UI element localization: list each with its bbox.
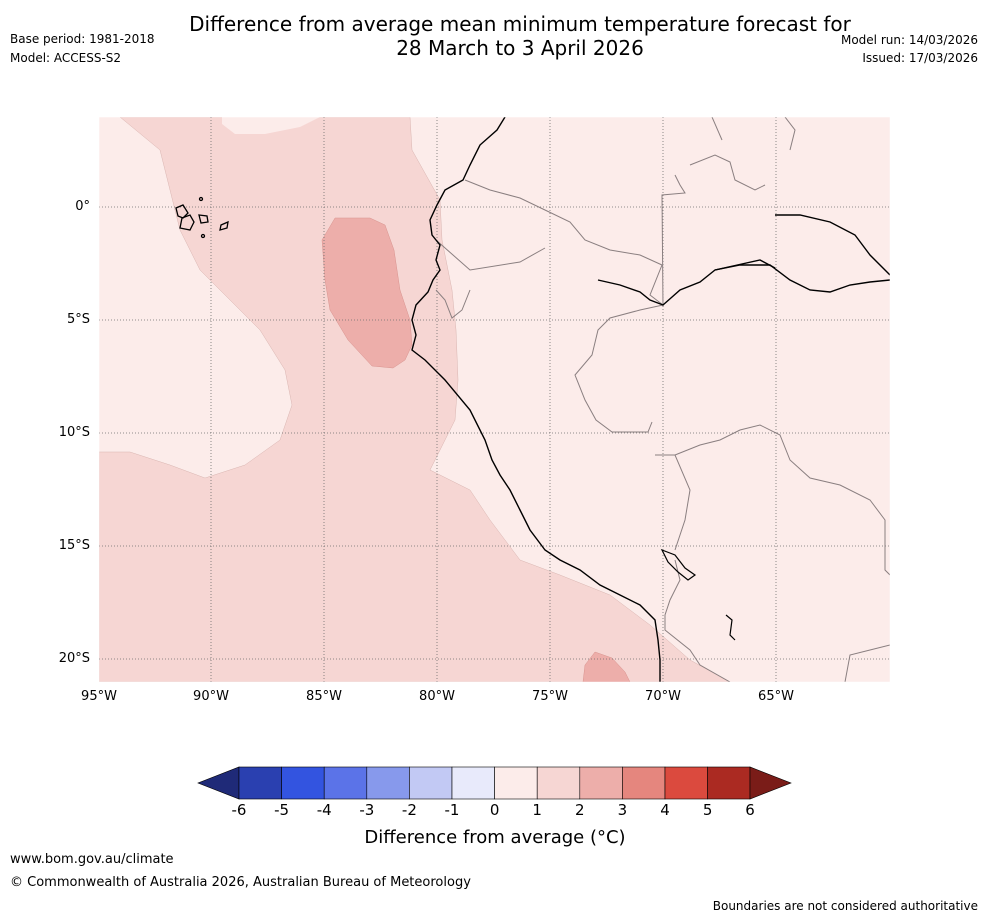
country-borders xyxy=(435,117,890,682)
model-name: Model: ACCESS-S2 xyxy=(10,51,122,65)
south-america-coastline xyxy=(411,117,890,682)
colorbar-tick: 2 xyxy=(575,801,585,819)
colorbar-segment-5-6 xyxy=(707,766,751,800)
map-frame xyxy=(98,116,891,683)
lon-label-95w: 95°W xyxy=(81,689,117,704)
colorbar-tick: 3 xyxy=(617,801,628,819)
colorbar-extend-max xyxy=(749,766,792,800)
model-run: Model run: 14/03/2026 xyxy=(840,33,978,47)
colorbar-segment-neg4-neg3 xyxy=(323,766,368,800)
colorbar-tick: -4 xyxy=(316,801,332,819)
lat-label-10s: 10°S xyxy=(58,425,90,440)
lat-label-20s: 20°S xyxy=(58,651,90,666)
graticule xyxy=(99,117,890,682)
copyright-notice: © Commonwealth of Australia 2026, Austra… xyxy=(10,875,471,890)
galapagos-islands xyxy=(175,196,229,239)
anomaly-1-2-patch xyxy=(222,117,320,134)
colorbar-tick: -3 xyxy=(359,801,375,819)
anomaly-3-4-region xyxy=(321,217,413,369)
colorbar-segment-neg3-neg2 xyxy=(366,766,410,800)
colorbar-segment-0-1 xyxy=(494,766,538,800)
colorbar-segment-neg1-0 xyxy=(451,766,495,800)
lon-label-65w: 65°W xyxy=(758,689,794,704)
chart-title: Difference from average mean minimum tem… xyxy=(0,12,988,60)
website-link[interactable]: www.bom.gov.au/climate xyxy=(10,852,174,867)
title-line-1: Difference from average mean minimum tem… xyxy=(189,12,851,36)
colorbar-title: Difference from average (°C) xyxy=(364,827,626,848)
title-line-2: 28 March to 3 April 2026 xyxy=(396,36,644,60)
issued-date: Issued: 17/03/2026 xyxy=(862,51,978,65)
colorbar-segment-4-5 xyxy=(664,766,708,800)
anomaly-3-4-patch-south xyxy=(582,651,631,682)
colorbar-tick: -6 xyxy=(231,801,247,819)
colorbar-segment-3-4 xyxy=(622,766,666,800)
colorbar-segment-neg6-neg5 xyxy=(238,766,282,800)
colorbar-tick: 4 xyxy=(660,801,670,819)
lat-label-15s: 15°S xyxy=(58,538,90,553)
colorbar-tick: 0 xyxy=(489,801,500,819)
lat-label-0: 0° xyxy=(75,199,90,214)
colorbar-segment-2-3 xyxy=(579,766,623,800)
colorbar-segment-neg2-neg1 xyxy=(409,766,453,800)
colorbar-tick: 1 xyxy=(532,801,542,819)
lon-label-80w: 80°W xyxy=(419,689,455,704)
map-area xyxy=(99,117,890,682)
lon-label-85w: 85°W xyxy=(306,689,342,704)
colorbar-tick: -1 xyxy=(444,801,460,819)
lon-label-75w: 75°W xyxy=(532,689,568,704)
colorbar-tick: -2 xyxy=(401,801,417,819)
boundaries-disclaimer: Boundaries are not considered authoritat… xyxy=(712,899,978,913)
lon-label-70w: 70°W xyxy=(645,689,681,704)
colorbar xyxy=(197,766,792,800)
base-period: Base period: 1981-2018 xyxy=(10,32,155,46)
colorbar-tick: 6 xyxy=(745,801,755,819)
lat-label-5s: 5°S xyxy=(66,312,90,327)
colorbar-segment-1-2 xyxy=(536,766,581,800)
colorbar-extend-min xyxy=(197,766,240,800)
colorbar-tick: 5 xyxy=(702,801,713,819)
lon-label-90w: 90°W xyxy=(193,689,229,704)
colorbar-segment-neg5-neg4 xyxy=(281,766,325,800)
lake-titicaca xyxy=(660,548,736,641)
colorbar-tick: -5 xyxy=(274,801,290,819)
